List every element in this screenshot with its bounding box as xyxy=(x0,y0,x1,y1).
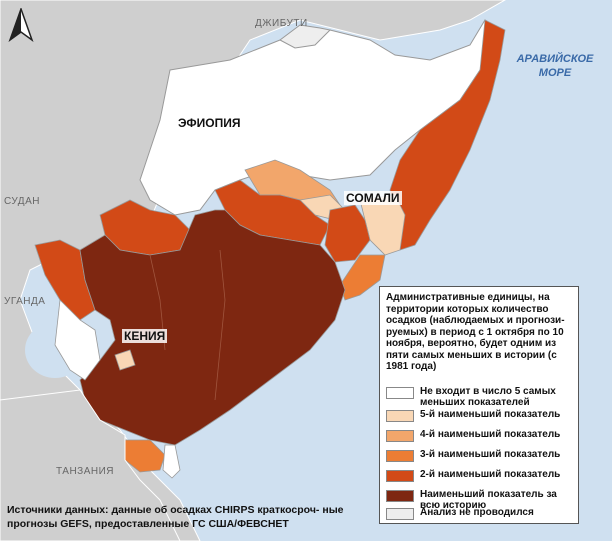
north-arrow-icon xyxy=(8,8,34,42)
legend-label: 3-й наименьший показатель xyxy=(420,449,561,460)
label-kenya: КЕНИЯ xyxy=(122,329,168,343)
label-sudan: СУДАН xyxy=(4,196,40,207)
legend-label: 4-й наименьший показатель xyxy=(420,429,561,440)
label-ethiopia: ЭФИОПИЯ xyxy=(176,116,243,130)
legend-swatch xyxy=(386,490,414,502)
somalia-rank3 xyxy=(339,254,386,301)
legend-label: Анализ не проводился xyxy=(420,507,534,518)
legend-swatch xyxy=(386,470,414,482)
djibouti-region xyxy=(279,24,332,49)
kenya-rank5-patch xyxy=(114,349,136,371)
map-legend: Административные единицы, на территории … xyxy=(379,286,579,524)
label-tanzania: ТАНЗАНИЯ xyxy=(56,466,115,477)
label-arabian-sea: АРАВИЙСКОЕ МОРЕ xyxy=(510,52,600,80)
legend-item: Анализ не проводился xyxy=(386,506,574,524)
legend-swatch xyxy=(386,387,414,399)
label-somalia: СОМАЛИ xyxy=(344,191,402,205)
legend-item: Наименьший показатель за всю историю xyxy=(386,488,574,511)
legend-item: Не входит в число 5 самых меньших показа… xyxy=(386,385,574,408)
kenya-southwest-white xyxy=(54,299,101,381)
kenya-coast-white xyxy=(162,444,181,479)
legend-swatch xyxy=(386,410,414,422)
internal-boundary-a xyxy=(214,249,226,401)
legend-swatch xyxy=(386,430,414,442)
legend-label: Не входит в число 5 самых меньших показа… xyxy=(420,386,556,408)
legend-title: Административные единицы, на территории … xyxy=(386,292,565,372)
somalia-northeast-rank2 xyxy=(389,19,506,251)
tanzania-region xyxy=(0,389,181,541)
legend-label: 5-й наименьший показатель xyxy=(420,409,561,420)
legend-label: Наименьший показатель за всю историю xyxy=(420,489,557,511)
label-uganda: УГАНДА xyxy=(4,296,46,307)
legend-swatch xyxy=(386,508,414,520)
sea-label-line2: МОРЕ xyxy=(538,67,572,79)
legend-item: 5-й наименьший показатель xyxy=(386,408,574,426)
legend-swatch xyxy=(386,450,414,462)
source-note: Источники данных: данные об осадках CHIR… xyxy=(7,504,344,530)
ethiopia-region xyxy=(139,19,501,216)
sea-label-line1: АРАВИЙСКОЕ xyxy=(516,53,594,65)
label-djibouti: ДЖИБУТИ xyxy=(255,18,308,29)
legend-item: 2-й наименьший показатель xyxy=(386,468,574,486)
somalia-central-rank2 xyxy=(324,204,371,263)
legend-item: 4-й наименьший показатель xyxy=(386,428,574,446)
legend-label: 2-й наименьший показатель xyxy=(420,469,561,480)
legend-item: 3-й наименьший показатель xyxy=(386,448,574,466)
